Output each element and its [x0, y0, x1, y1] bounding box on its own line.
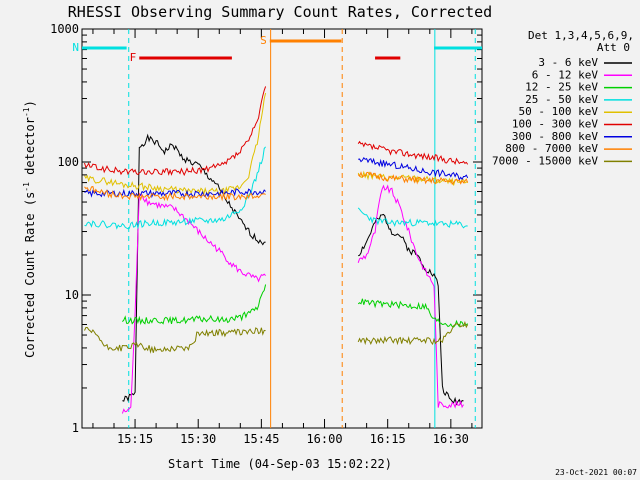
series-line	[84, 327, 266, 354]
series-line	[358, 213, 464, 406]
y-tick-label: 1	[72, 421, 79, 435]
series-line	[121, 192, 266, 414]
y-axis-label-part2: detector	[23, 117, 37, 182]
flag-bars: F S N	[72, 34, 482, 64]
y-axis-label-sup2: -1	[22, 107, 31, 117]
series-line	[358, 156, 469, 181]
series-line	[357, 320, 469, 346]
legend-entry-label: 3 - 6 keV	[538, 56, 598, 69]
y-axis-label-sup1: -1	[22, 182, 31, 192]
series-line	[84, 185, 266, 202]
series-line	[84, 86, 267, 177]
series-line	[84, 146, 266, 230]
series-line	[122, 133, 266, 402]
series-line	[357, 184, 464, 409]
y-tick-label: 1000	[50, 22, 79, 36]
y-axis-label: Corrected Count Rate (s-1 detector-1)	[22, 100, 37, 358]
x-axis-label: Start Time (04-Sep-03 15:02:22)	[168, 457, 392, 471]
series-line	[357, 171, 469, 185]
series-line	[357, 140, 469, 166]
legend-entry-label: 800 - 7000 keV	[505, 142, 598, 155]
y-axis-label-part1: Corrected Count Rate (s	[23, 192, 37, 358]
plot-area	[81, 28, 483, 429]
flag-label: S	[260, 34, 267, 47]
legend-entry-label: 100 - 300 keV	[512, 118, 598, 131]
x-tick-label: 15:45	[243, 432, 279, 446]
legend-entry-label: 12 - 25 keV	[525, 81, 598, 94]
x-tick-label: 16:30	[433, 432, 469, 446]
x-tick-label: 15:15	[117, 432, 153, 446]
legend-header-1: Det 1,3,4,5,6,9,	[528, 29, 634, 42]
series-line	[122, 284, 267, 326]
legend-entry-label: 6 - 12 keV	[532, 68, 599, 81]
legend-entry-label: 300 - 800 keV	[512, 130, 598, 143]
footer-date: 23-Oct-2021 00:07	[555, 468, 637, 477]
legend-entry-label: 25 - 50 keV	[525, 93, 598, 106]
series-line	[357, 207, 468, 229]
legend-header-2: Att 0	[597, 41, 630, 54]
axis-ticks: 1 10 100 1000 15:15 15:30 15:45 16:00 16:15 16:30	[50, 22, 482, 446]
flag-label: N	[72, 41, 79, 54]
y-tick-label: 100	[57, 155, 79, 169]
legend-entry-label: 50 - 100 keV	[519, 105, 599, 118]
y-tick-label: 10	[65, 288, 79, 302]
legend-entry-label: 7000 - 15000 keV	[492, 154, 598, 167]
y-axis-label-part3: )	[23, 100, 37, 107]
series-line	[357, 298, 469, 328]
x-tick-label: 16:00	[306, 432, 342, 446]
chart-title: RHESSI Observing Summary Count Rates, Co…	[68, 3, 492, 21]
x-tick-label: 15:30	[180, 432, 216, 446]
data-series	[84, 86, 469, 414]
flag-label: F	[130, 51, 137, 64]
series-line	[84, 92, 267, 196]
x-tick-label: 16:15	[370, 432, 406, 446]
series-line	[84, 188, 266, 199]
